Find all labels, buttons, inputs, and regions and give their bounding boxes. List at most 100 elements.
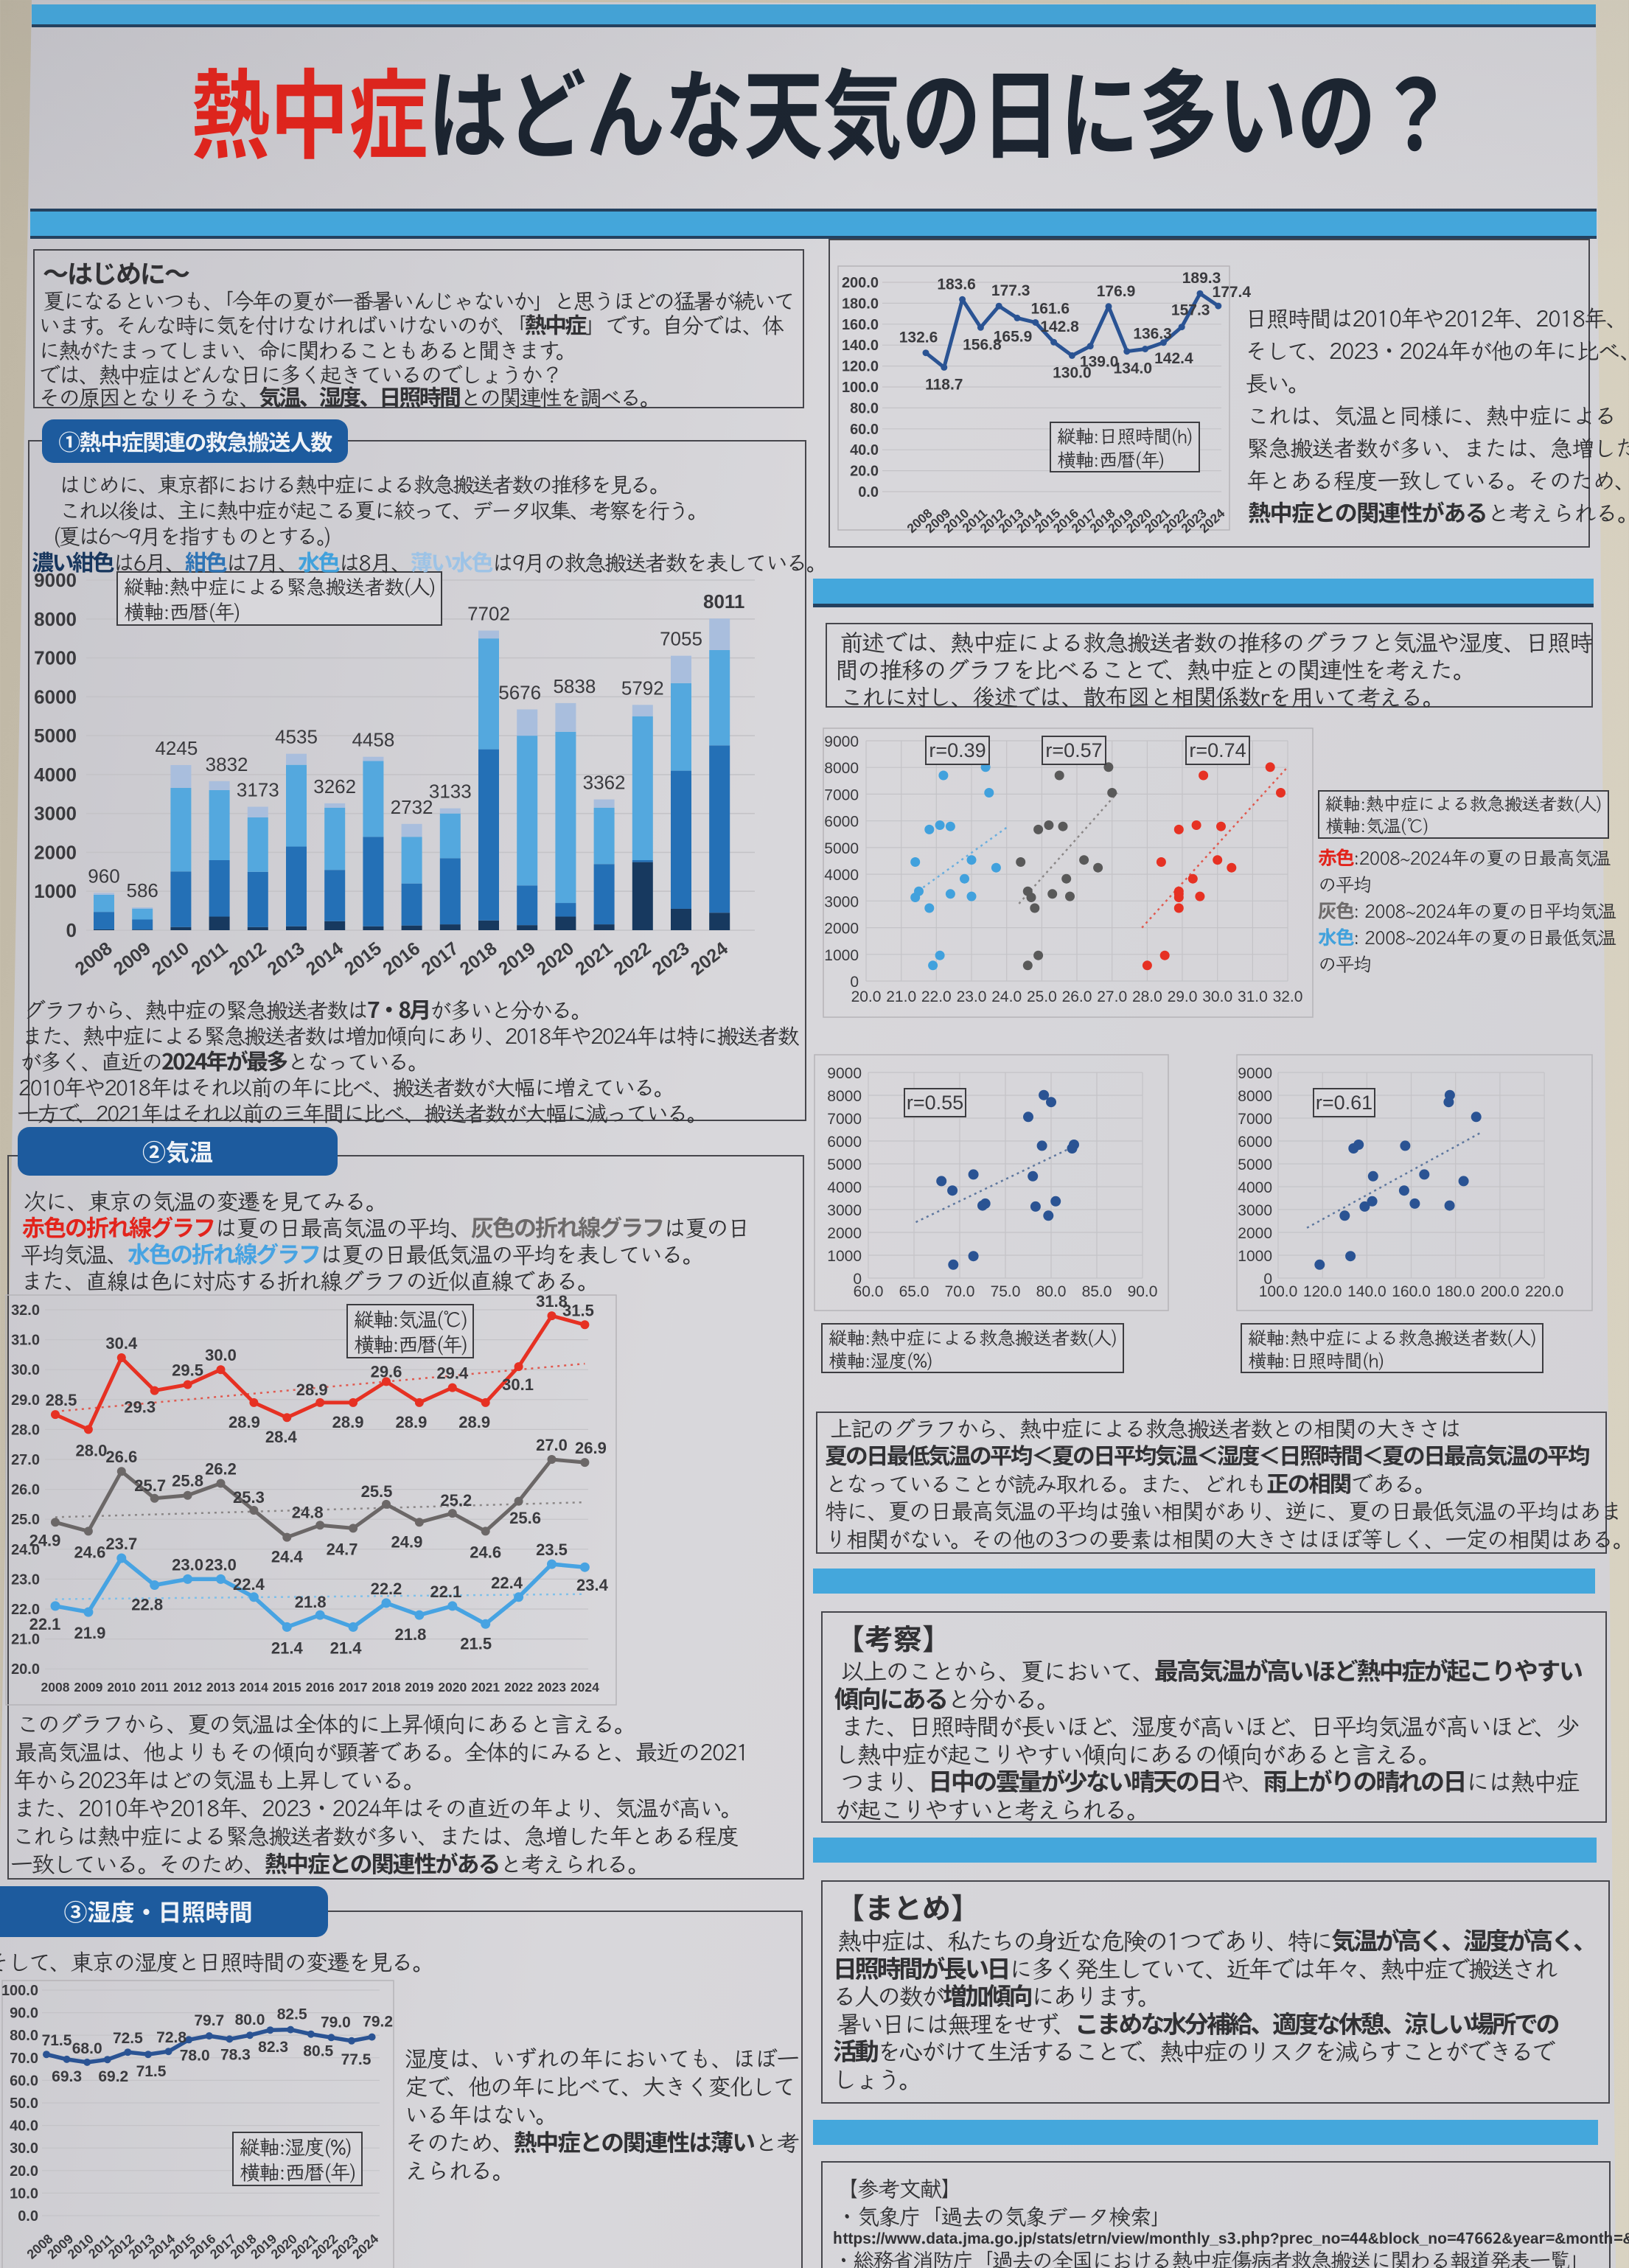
svg-text:9000: 9000 [1238, 1065, 1272, 1082]
svg-text:22.4: 22.4 [233, 1575, 265, 1594]
svg-text:29.3: 29.3 [124, 1398, 156, 1417]
svg-text:2000: 2000 [1238, 1225, 1272, 1242]
svg-text:8000: 8000 [1238, 1088, 1272, 1105]
svg-text:71.5: 71.5 [136, 2063, 167, 2080]
svg-text:29.4: 29.4 [436, 1364, 469, 1383]
svg-text:100.0: 100.0 [1259, 1283, 1298, 1300]
svg-text:26.0: 26.0 [1062, 988, 1092, 1005]
svg-text:71.5: 71.5 [42, 2032, 72, 2049]
svg-text:26.9: 26.9 [575, 1439, 607, 1457]
svg-text:32.0: 32.0 [1273, 988, 1303, 1005]
svg-text:2010: 2010 [148, 938, 193, 980]
svg-text:28.5: 28.5 [46, 1391, 77, 1409]
svg-text:69.3: 69.3 [52, 2068, 82, 2085]
svg-text:21.4: 21.4 [271, 1639, 304, 1657]
svg-text:2020: 2020 [438, 1680, 467, 1695]
svg-text:24.0: 24.0 [991, 988, 1022, 1005]
svg-text:2015: 2015 [341, 938, 386, 980]
svg-text:21.5: 21.5 [460, 1634, 492, 1653]
svg-text:50.0: 50.0 [10, 2096, 38, 2112]
svg-text:3000: 3000 [34, 803, 77, 825]
svg-text:32.0: 32.0 [11, 1302, 40, 1319]
svg-text:4245: 4245 [155, 737, 198, 759]
svg-text:136.3: 136.3 [1133, 326, 1172, 343]
svg-text:2024: 2024 [571, 1680, 599, 1695]
svg-text:8000: 8000 [827, 1088, 862, 1105]
svg-text:2017: 2017 [339, 1680, 368, 1695]
svg-text:9000: 9000 [827, 1065, 862, 1082]
svg-text:6000: 6000 [824, 814, 859, 831]
svg-text:24.4: 24.4 [271, 1548, 304, 1566]
svg-text:183.6: 183.6 [937, 276, 976, 293]
svg-text:3133: 3133 [429, 781, 472, 803]
svg-text:118.7: 118.7 [925, 376, 963, 393]
svg-text:189.3: 189.3 [1182, 270, 1221, 287]
svg-text:29.0: 29.0 [11, 1392, 40, 1409]
svg-text:21.8: 21.8 [295, 1593, 327, 1611]
svg-text:80.0: 80.0 [10, 2028, 38, 2044]
svg-text:7000: 7000 [824, 786, 859, 803]
svg-text:24.9: 24.9 [29, 1531, 61, 1549]
svg-text:6000: 6000 [1238, 1134, 1272, 1151]
svg-text:23.7: 23.7 [105, 1535, 137, 1553]
svg-text:7702: 7702 [467, 603, 510, 625]
svg-text:28.0: 28.0 [75, 1441, 107, 1459]
svg-text:2012: 2012 [225, 938, 270, 980]
svg-text:5838: 5838 [553, 675, 596, 697]
svg-text:79.7: 79.7 [194, 2012, 224, 2029]
svg-text:130.0: 130.0 [1053, 364, 1092, 381]
svg-text:1000: 1000 [827, 1248, 862, 1265]
svg-text:2022: 2022 [504, 1680, 533, 1695]
svg-text:10.0: 10.0 [10, 2185, 38, 2202]
svg-text:2018: 2018 [372, 1680, 401, 1695]
svg-text:2008: 2008 [71, 938, 116, 980]
svg-text:7055: 7055 [660, 628, 702, 650]
svg-text:100.0: 100.0 [1, 1983, 38, 1999]
svg-text:2023: 2023 [537, 1680, 566, 1695]
svg-text:80.0: 80.0 [235, 2011, 265, 2028]
svg-text:0: 0 [850, 974, 859, 991]
svg-text:180.0: 180.0 [1436, 1283, 1475, 1300]
svg-text:82.3: 82.3 [258, 2039, 288, 2056]
svg-text:31.8: 31.8 [536, 1292, 568, 1311]
svg-text:20.0: 20.0 [851, 988, 882, 1005]
svg-text:2024: 2024 [687, 938, 732, 980]
svg-text:2016: 2016 [306, 1680, 335, 1695]
svg-text:25.2: 25.2 [440, 1491, 472, 1510]
svg-text:85.0: 85.0 [1082, 1283, 1112, 1300]
svg-text:25.7: 25.7 [134, 1476, 166, 1495]
svg-text:4000: 4000 [1238, 1179, 1272, 1196]
svg-text:29.5: 29.5 [172, 1361, 203, 1380]
svg-text:6000: 6000 [34, 685, 77, 708]
svg-text:79.2: 79.2 [363, 2014, 393, 2031]
svg-text:2014: 2014 [302, 938, 347, 980]
svg-text:177.4: 177.4 [1213, 284, 1252, 301]
svg-text:5792: 5792 [621, 677, 664, 699]
svg-text:9000: 9000 [824, 733, 859, 750]
svg-text:132.6: 132.6 [899, 329, 938, 346]
svg-text:6000: 6000 [827, 1134, 862, 1151]
svg-text:2012: 2012 [173, 1680, 202, 1695]
svg-text:3000: 3000 [1238, 1202, 1272, 1219]
svg-text:2013: 2013 [206, 1680, 235, 1695]
svg-text:70.0: 70.0 [10, 2051, 38, 2067]
svg-text:2010: 2010 [107, 1680, 136, 1695]
svg-text:140.0: 140.0 [1347, 1283, 1386, 1300]
svg-text:200.0: 200.0 [842, 275, 879, 291]
svg-text:120.0: 120.0 [842, 359, 879, 375]
svg-text:21.0: 21.0 [11, 1632, 40, 1648]
svg-text:25.0: 25.0 [1027, 988, 1057, 1005]
svg-text:27.0: 27.0 [1097, 988, 1127, 1005]
svg-text:2011: 2011 [187, 938, 231, 980]
svg-text:1000: 1000 [824, 947, 859, 964]
svg-text:142.4: 142.4 [1154, 350, 1193, 367]
svg-text:4458: 4458 [352, 729, 394, 751]
svg-text:27.0: 27.0 [11, 1452, 40, 1468]
svg-text:30.1: 30.1 [502, 1375, 534, 1394]
svg-text:156.8: 156.8 [963, 336, 1002, 353]
svg-text:30.4: 30.4 [105, 1334, 138, 1353]
svg-text:165.9: 165.9 [994, 328, 1033, 345]
svg-text:134.0: 134.0 [1114, 360, 1153, 377]
svg-text:2020: 2020 [533, 938, 578, 980]
svg-text:21.0: 21.0 [886, 988, 916, 1005]
